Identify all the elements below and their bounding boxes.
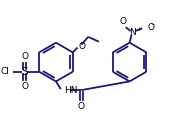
Text: O: O [147, 23, 154, 32]
Text: O: O [119, 17, 126, 26]
Text: -: - [152, 20, 155, 29]
Text: N: N [129, 28, 136, 37]
Text: S: S [21, 67, 28, 77]
Text: O: O [21, 82, 28, 91]
Text: Cl: Cl [0, 67, 9, 76]
Text: O: O [21, 52, 28, 61]
Text: +: + [136, 27, 142, 32]
Text: O: O [78, 42, 86, 51]
Text: O: O [78, 102, 85, 111]
Text: HN: HN [64, 86, 77, 95]
